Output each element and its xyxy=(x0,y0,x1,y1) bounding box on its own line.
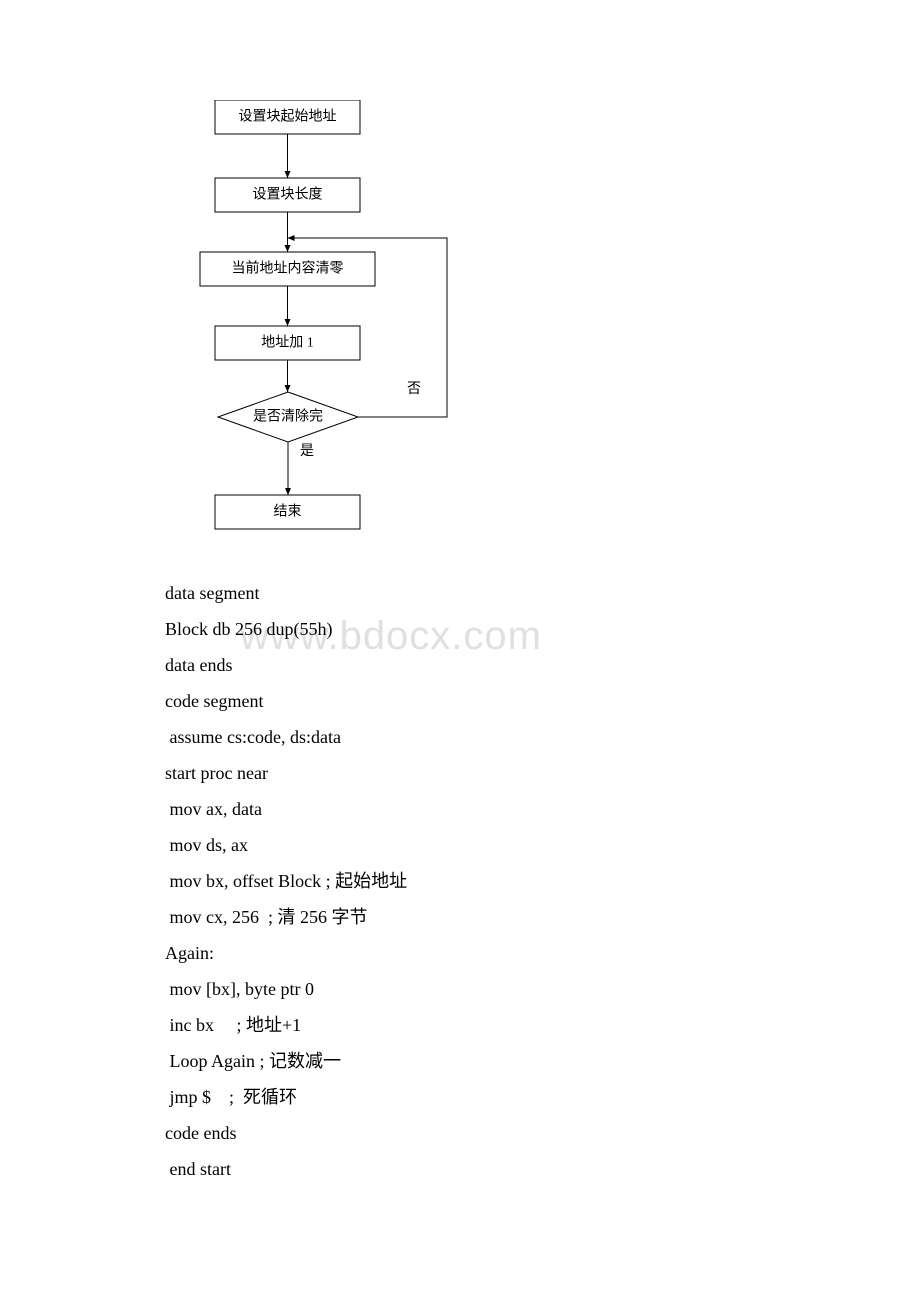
code-line: end start xyxy=(165,1151,755,1187)
code-line: mov bx, offset Block ; 起始地址 xyxy=(165,863,755,899)
svg-text:地址加 1: 地址加 1 xyxy=(261,335,314,351)
code-line: code segment xyxy=(165,683,755,719)
code-line: assume cs:code, ds:data xyxy=(165,719,755,755)
code-line: inc bx ; 地址+1 xyxy=(165,1007,755,1043)
code-line: Again: xyxy=(165,935,755,971)
svg-text:否: 否 xyxy=(407,382,421,397)
code-listing: data segmentBlock db 256 dup(55h)data en… xyxy=(165,575,755,1187)
code-line: data ends xyxy=(165,647,755,683)
code-line: code ends xyxy=(165,1115,755,1151)
code-line: jmp $ ; 死循环 xyxy=(165,1079,755,1115)
code-line: mov ax, data xyxy=(165,791,755,827)
svg-text:设置块起始地址: 设置块起始地址 xyxy=(239,109,337,125)
code-line: data segment xyxy=(165,575,755,611)
code-line: Block db 256 dup(55h) xyxy=(165,611,755,647)
svg-text:结束: 结束 xyxy=(274,504,302,520)
code-line: mov ds, ax xyxy=(165,827,755,863)
svg-text:设置块长度: 设置块长度 xyxy=(253,187,323,203)
code-line: start proc near xyxy=(165,755,755,791)
code-line: mov [bx], byte ptr 0 xyxy=(165,971,755,1007)
svg-text:是: 是 xyxy=(300,444,314,459)
svg-text:是否清除完: 是否清除完 xyxy=(253,409,323,425)
svg-text:当前地址内容清零: 当前地址内容清零 xyxy=(232,260,344,277)
code-line: Loop Again ; 记数减一 xyxy=(165,1043,755,1079)
code-line: mov cx, 256 ; 清 256 字节 xyxy=(165,899,755,935)
flowchart-diagram: 是 否 设置块起始地址设置块长度当前地址内容清零地址加 1 是否清除完结束 xyxy=(185,100,755,545)
